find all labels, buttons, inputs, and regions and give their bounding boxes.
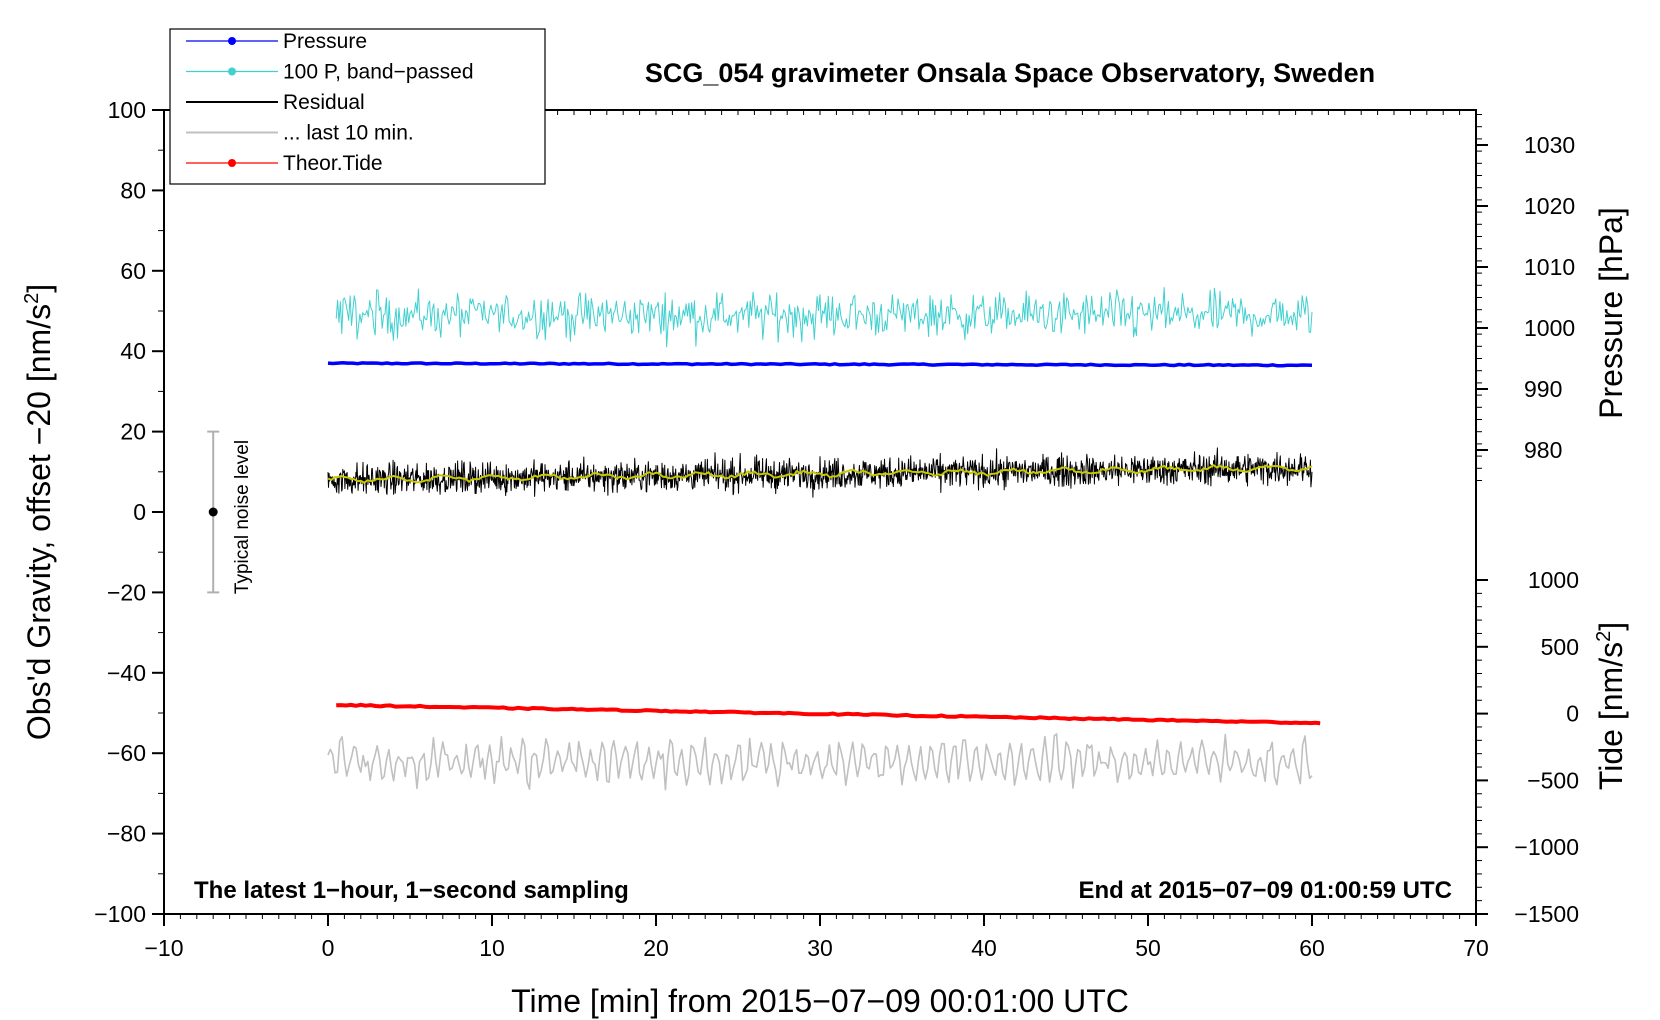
x-tick-label: 0 [322, 935, 335, 961]
y-axis-title-left-end: ] [21, 284, 57, 293]
x-tick-label: 30 [807, 935, 833, 961]
series-pressure [327, 360, 1313, 368]
tide-tick-label: −500 [1527, 767, 1579, 793]
annotation-left: The latest 1−hour, 1−second sampling [194, 877, 629, 904]
x-tick-label: 70 [1463, 935, 1489, 961]
noise-level-indicator: Typical noise level [207, 430, 253, 594]
y-tick-label: −80 [107, 821, 146, 847]
x-tick-label: 60 [1299, 935, 1325, 961]
legend-label: 100 P, band−passed [283, 61, 474, 84]
x-tick-label: 10 [479, 935, 505, 961]
y-tick-label: 100 [108, 97, 146, 123]
y-axis-title-tide-main: Tide [nm/s [1593, 642, 1629, 790]
y-axis-title-tide-sup: 2 [1593, 631, 1615, 642]
series-100-p-band-passed [335, 287, 1313, 348]
legend-marker [228, 67, 236, 76]
noise-bar-center [208, 507, 218, 517]
y-axis-title-pressure: Pressure [hPa] [1593, 207, 1629, 419]
y-tick-label: 40 [120, 338, 146, 364]
x-tick-label: −10 [144, 935, 183, 961]
series--last-10-min- [327, 733, 1313, 791]
plot-frame [163, 109, 1477, 915]
legend-marker [228, 159, 236, 167]
y-tick-label: 80 [120, 177, 146, 203]
y-axis-title-tide: Tide [nm/s2] [1593, 622, 1629, 790]
tide-tick-label: −1000 [1514, 834, 1579, 860]
pressure-tick-label: 1020 [1524, 193, 1575, 219]
y-tick-label: 0 [133, 499, 146, 525]
legend-marker [228, 37, 236, 45]
pressure-tick-label: 1000 [1524, 315, 1575, 341]
legend-label: Theor.Tide [283, 152, 383, 175]
legend-label: Residual [283, 91, 365, 114]
y-tick-label: 60 [120, 258, 146, 284]
noise-level-label: Typical noise level [232, 440, 253, 594]
tide-tick-label: 1000 [1528, 567, 1579, 593]
y-tick-label: −60 [107, 740, 146, 766]
axes-layer: −10 0 10 20 30 40 50 60 70100806040200−20−40−60−… [94, 97, 1579, 961]
tide-tick-label: 500 [1541, 634, 1579, 660]
series-theor-tide [336, 702, 1321, 726]
pressure-tick-label: 1010 [1524, 254, 1575, 280]
x-tick-label: 50 [1135, 935, 1161, 961]
y-axis-title-left-main: Obs'd Gravity, offset −20 [nm/s [21, 304, 57, 740]
y-tick-label: 20 [120, 419, 146, 445]
series-residual-smoothed [327, 464, 1313, 484]
legend-box [169, 28, 546, 185]
x-tick-label: 20 [643, 935, 669, 961]
series-layer [327, 287, 1321, 791]
pressure-tick-label: 990 [1524, 376, 1562, 402]
y-axis-title-left-sup: 2 [21, 293, 43, 304]
legend: Pressure 100 P, band−passed Residual ... la… [169, 28, 546, 185]
tide-tick-label: −1500 [1514, 901, 1579, 927]
legend-label: ... last 10 min. [283, 122, 414, 145]
chart-title: SCG_054 gravimeter Onsala Space Observat… [645, 58, 1375, 88]
x-tick-label: 40 [971, 935, 997, 961]
x-axis-title: Time [min] from 2015−07−09 00:01:00 UTC [511, 983, 1129, 1019]
legend-label: Pressure [283, 30, 367, 53]
pressure-tick-label: 1030 [1524, 132, 1575, 158]
y-tick-label: −40 [107, 660, 146, 686]
y-axis-title-tide-end: ] [1593, 622, 1629, 631]
y-tick-label: −100 [94, 901, 146, 927]
pressure-tick-label: 980 [1524, 437, 1562, 463]
y-axis-title-left: Obs'd Gravity, offset −20 [nm/s2] [21, 284, 57, 740]
annotation-right: End at 2015−07−09 01:00:59 UTC [1078, 877, 1452, 904]
tide-tick-label: 0 [1566, 701, 1579, 727]
y-tick-label: −20 [107, 579, 146, 605]
